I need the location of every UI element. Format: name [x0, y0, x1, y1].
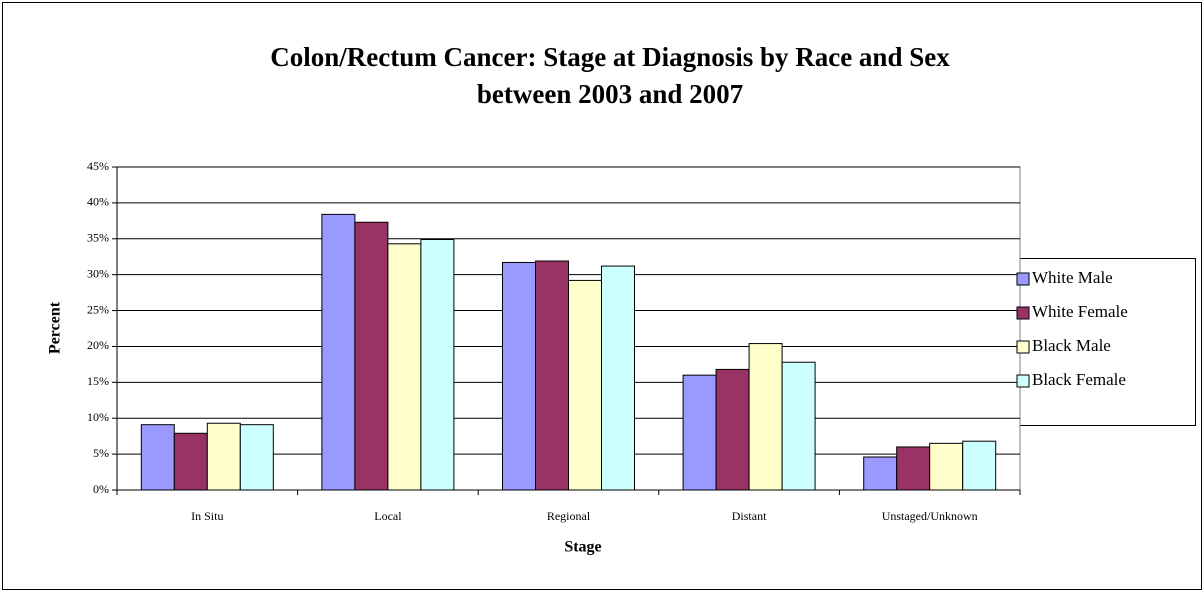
bar	[354, 221, 389, 491]
bar	[502, 261, 536, 491]
legend-swatch	[1016, 340, 1030, 354]
legend-label: Black Male	[1032, 336, 1111, 355]
x-tick-label: Local	[374, 509, 402, 523]
legend-swatch	[1016, 272, 1030, 286]
chart-title: between 2003 and 2007	[477, 79, 743, 109]
bar	[601, 265, 635, 491]
bar	[748, 343, 783, 491]
y-tick-label: 5%	[93, 446, 109, 460]
y-axis-title: Percent	[47, 301, 64, 354]
bar	[896, 446, 931, 491]
y-tick-label: 20%	[87, 338, 109, 352]
bar	[140, 424, 175, 491]
x-tick-label: Unstaged/Unknown	[882, 509, 978, 523]
bar	[781, 361, 816, 491]
bar	[568, 279, 602, 491]
legend-swatch	[1016, 374, 1030, 388]
legend-label: Black Female	[1032, 370, 1126, 389]
chart-title: Colon/Rectum Cancer: Stage at Diagnosis …	[270, 42, 950, 72]
y-tick-label: 25%	[87, 302, 109, 316]
bar	[420, 238, 455, 491]
x-axis-title: Stage	[564, 539, 601, 556]
y-tick-label: 10%	[87, 410, 109, 424]
y-tick-label: 30%	[87, 266, 109, 280]
bar	[535, 260, 569, 491]
legend-label: White Female	[1032, 302, 1128, 321]
y-tick-label: 35%	[87, 231, 109, 245]
bar	[715, 368, 750, 491]
bar	[321, 213, 356, 491]
legend	[1010, 258, 1196, 426]
bar	[239, 424, 274, 491]
bar	[682, 374, 717, 491]
bar	[962, 440, 997, 491]
y-tick-label: 45%	[87, 159, 109, 173]
legend-label: White Male	[1032, 268, 1113, 287]
y-tick-label: 40%	[87, 195, 109, 209]
bar	[929, 442, 964, 491]
bar	[387, 243, 422, 491]
legend-swatch	[1016, 306, 1030, 320]
x-tick-label: Distant	[732, 509, 767, 523]
y-tick-label: 15%	[87, 374, 109, 388]
bar	[206, 422, 241, 491]
y-tick-label: 0%	[93, 482, 109, 496]
bar	[173, 432, 208, 491]
x-tick-label: In Situ	[191, 509, 223, 523]
bar	[863, 456, 898, 491]
x-tick-label: Regional	[547, 509, 591, 523]
